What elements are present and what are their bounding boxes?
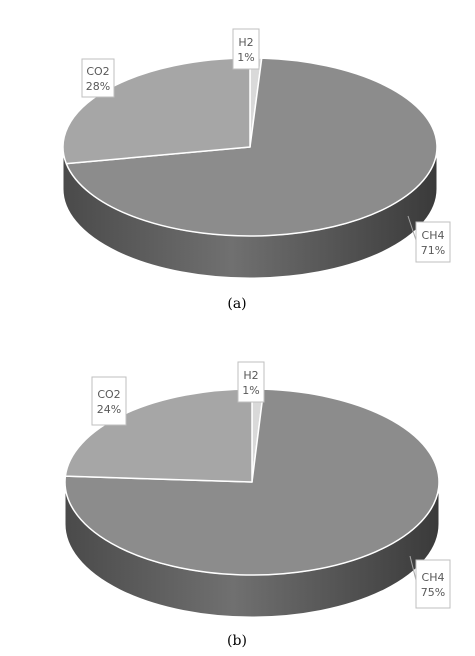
slice-name-label: CH4 [422,229,445,242]
chart-b-caption: (b) [227,633,247,649]
slice-percent-label: 71% [421,244,445,257]
slice-percent-label: 75% [421,586,445,599]
slice-name-label: CO2 [97,388,120,401]
slice-percent-label: 1% [242,384,259,397]
label-box [415,221,451,263]
slice-percent-label: 24% [97,403,121,416]
leader-line [245,68,249,77]
label-box [415,559,451,609]
pie-slice-ch4 [65,57,438,237]
data-label-h2: H21% [237,361,265,403]
label-box [81,58,115,98]
slice-percent-label: 1% [237,51,254,64]
leader-line [407,215,417,241]
label-box [237,361,265,403]
slice-name-label: H2 [243,369,258,382]
chart-a-caption: (a) [227,296,246,312]
leader-line [409,555,417,581]
label-box [232,28,260,70]
label-box [91,376,127,426]
leader-line [113,87,123,93]
slice-percent-label: 28% [86,80,110,93]
leader-line [125,419,135,426]
slice-name-label: H2 [238,36,253,49]
data-label-h2: H21% [232,28,260,77]
slice-name-label: CH4 [422,571,445,584]
slice-name-label: CO2 [86,65,109,78]
